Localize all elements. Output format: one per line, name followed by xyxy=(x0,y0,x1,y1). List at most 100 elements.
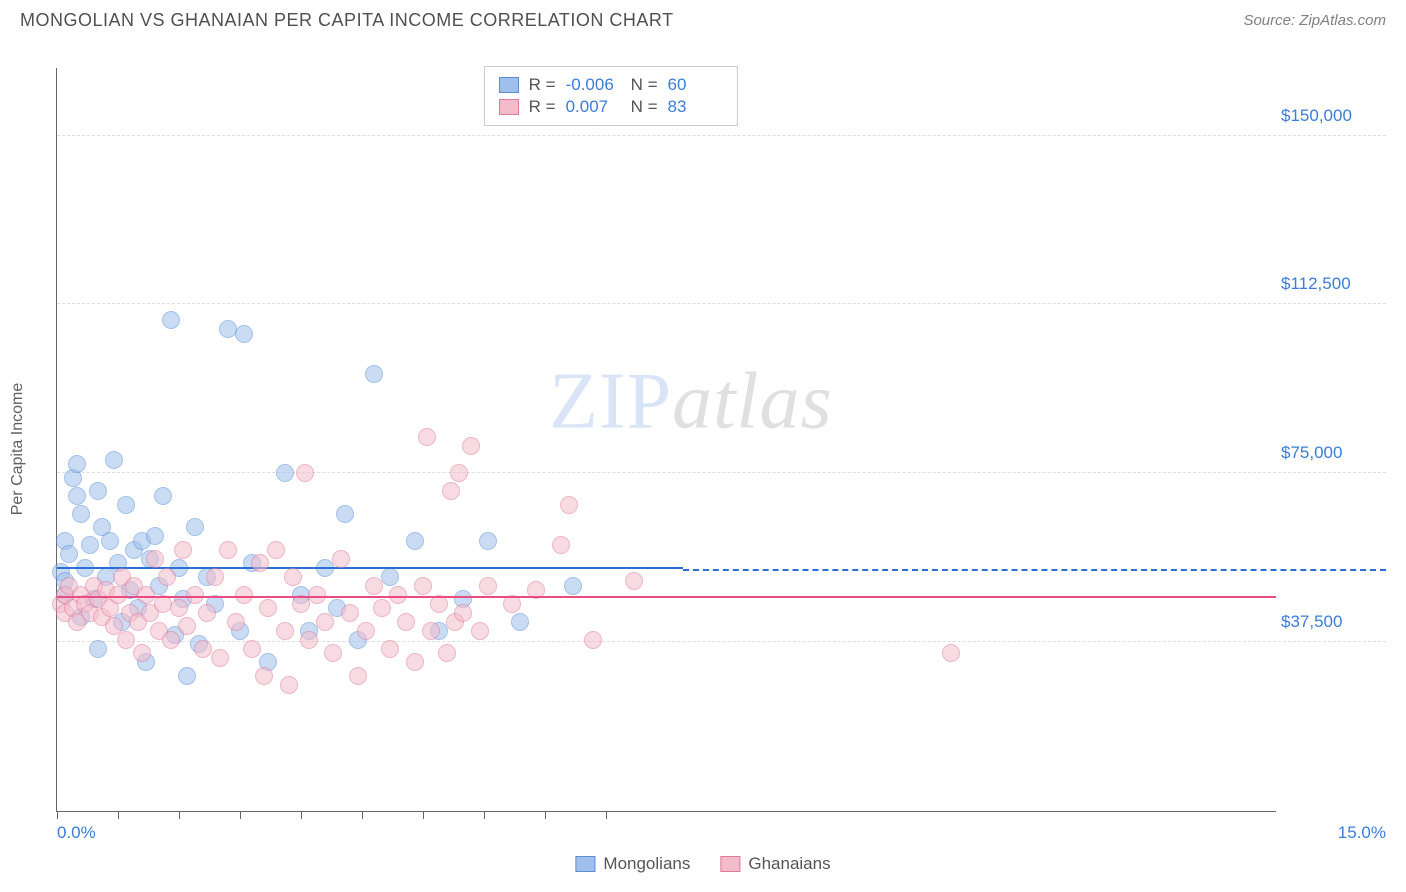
scatter-point xyxy=(178,617,196,635)
scatter-point xyxy=(336,505,354,523)
scatter-point xyxy=(259,599,277,617)
scatter-point xyxy=(243,640,261,658)
swatch-ghanaians xyxy=(720,856,740,872)
gridline xyxy=(57,472,1386,473)
scatter-point xyxy=(564,577,582,595)
y-tick-label: $112,500 xyxy=(1281,274,1381,294)
scatter-point xyxy=(324,644,342,662)
x-tick xyxy=(240,811,241,819)
scatter-point xyxy=(251,554,269,572)
stats-box: R = -0.006 N = 60R =0.007N =83 xyxy=(484,66,738,126)
scatter-point xyxy=(198,604,216,622)
scatter-point xyxy=(219,541,237,559)
scatter-point xyxy=(117,631,135,649)
legend-item-mongolians: Mongolians xyxy=(575,854,690,874)
scatter-point xyxy=(101,532,119,550)
scatter-point xyxy=(255,667,273,685)
stats-row: R =0.007N =83 xyxy=(499,97,723,117)
scatter-point xyxy=(235,586,253,604)
scatter-point xyxy=(479,532,497,550)
scatter-point xyxy=(146,550,164,568)
scatter-point xyxy=(332,550,350,568)
bottom-legend: Mongolians Ghanaians xyxy=(575,854,830,874)
legend-label-mongolians: Mongolians xyxy=(603,854,690,874)
gridline xyxy=(57,303,1386,304)
scatter-point xyxy=(316,613,334,631)
stats-n-label: N = xyxy=(631,75,658,95)
chart-title: MONGOLIAN VS GHANAIAN PER CAPITA INCOME … xyxy=(20,10,674,31)
scatter-point xyxy=(373,599,391,617)
scatter-point xyxy=(308,586,326,604)
scatter-point xyxy=(349,667,367,685)
scatter-point xyxy=(296,464,314,482)
scatter-point xyxy=(584,631,602,649)
x-tick xyxy=(484,811,485,819)
scatter-point xyxy=(170,599,188,617)
chart-source: Source: ZipAtlas.com xyxy=(1243,12,1386,29)
scatter-point xyxy=(68,487,86,505)
x-tick-label: 0.0% xyxy=(57,823,96,843)
scatter-point xyxy=(300,631,318,649)
scatter-point xyxy=(89,482,107,500)
stats-r-value: -0.006 xyxy=(566,75,621,95)
scatter-point xyxy=(158,568,176,586)
y-tick-label: $37,500 xyxy=(1281,612,1381,632)
scatter-point xyxy=(89,640,107,658)
scatter-point xyxy=(450,464,468,482)
scatter-point xyxy=(137,586,155,604)
scatter-point xyxy=(381,568,399,586)
scatter-point xyxy=(162,311,180,329)
scatter-point xyxy=(186,586,204,604)
scatter-point xyxy=(438,644,456,662)
x-tick xyxy=(179,811,180,819)
scatter-point xyxy=(511,613,529,631)
scatter-point xyxy=(479,577,497,595)
x-tick xyxy=(362,811,363,819)
scatter-point xyxy=(276,622,294,640)
x-tick xyxy=(301,811,302,819)
scatter-point xyxy=(462,437,480,455)
scatter-point xyxy=(133,644,151,662)
scatter-point xyxy=(552,536,570,554)
scatter-point xyxy=(186,518,204,536)
x-tick xyxy=(57,811,58,819)
scatter-point xyxy=(365,365,383,383)
scatter-point xyxy=(109,586,127,604)
scatter-point xyxy=(174,541,192,559)
y-axis-label: Per Capita Income xyxy=(9,383,27,516)
swatch-mongolians xyxy=(575,856,595,872)
scatter-point xyxy=(422,622,440,640)
scatter-point xyxy=(442,482,460,500)
scatter-point xyxy=(194,640,212,658)
scatter-point xyxy=(942,644,960,662)
scatter-point xyxy=(60,545,78,563)
scatter-point xyxy=(560,496,578,514)
scatter-point xyxy=(105,451,123,469)
x-tick xyxy=(118,811,119,819)
y-tick-label: $75,000 xyxy=(1281,443,1381,463)
stats-r-label: R = xyxy=(529,97,556,117)
scatter-point xyxy=(117,496,135,514)
y-tick-label: $150,000 xyxy=(1281,106,1381,126)
stats-r-label: R = xyxy=(529,75,556,95)
trend-line-solid xyxy=(57,596,1276,598)
scatter-point xyxy=(406,532,424,550)
scatter-point xyxy=(178,667,196,685)
scatter-point xyxy=(454,604,472,622)
scatter-point xyxy=(471,622,489,640)
scatter-point xyxy=(284,568,302,586)
scatter-point xyxy=(68,455,86,473)
gridline xyxy=(57,135,1386,136)
scatter-point xyxy=(414,577,432,595)
stats-swatch xyxy=(499,99,519,115)
scatter-point xyxy=(227,613,245,631)
scatter-point xyxy=(146,527,164,545)
scatter-point xyxy=(276,464,294,482)
scatter-point xyxy=(280,676,298,694)
stats-row: R = -0.006 N = 60 xyxy=(499,75,723,95)
watermark-zip: ZIP xyxy=(549,358,672,446)
scatter-point xyxy=(154,487,172,505)
scatter-point xyxy=(72,505,90,523)
stats-n-value: 60 xyxy=(668,75,723,95)
stats-n-label: N = xyxy=(631,97,658,117)
